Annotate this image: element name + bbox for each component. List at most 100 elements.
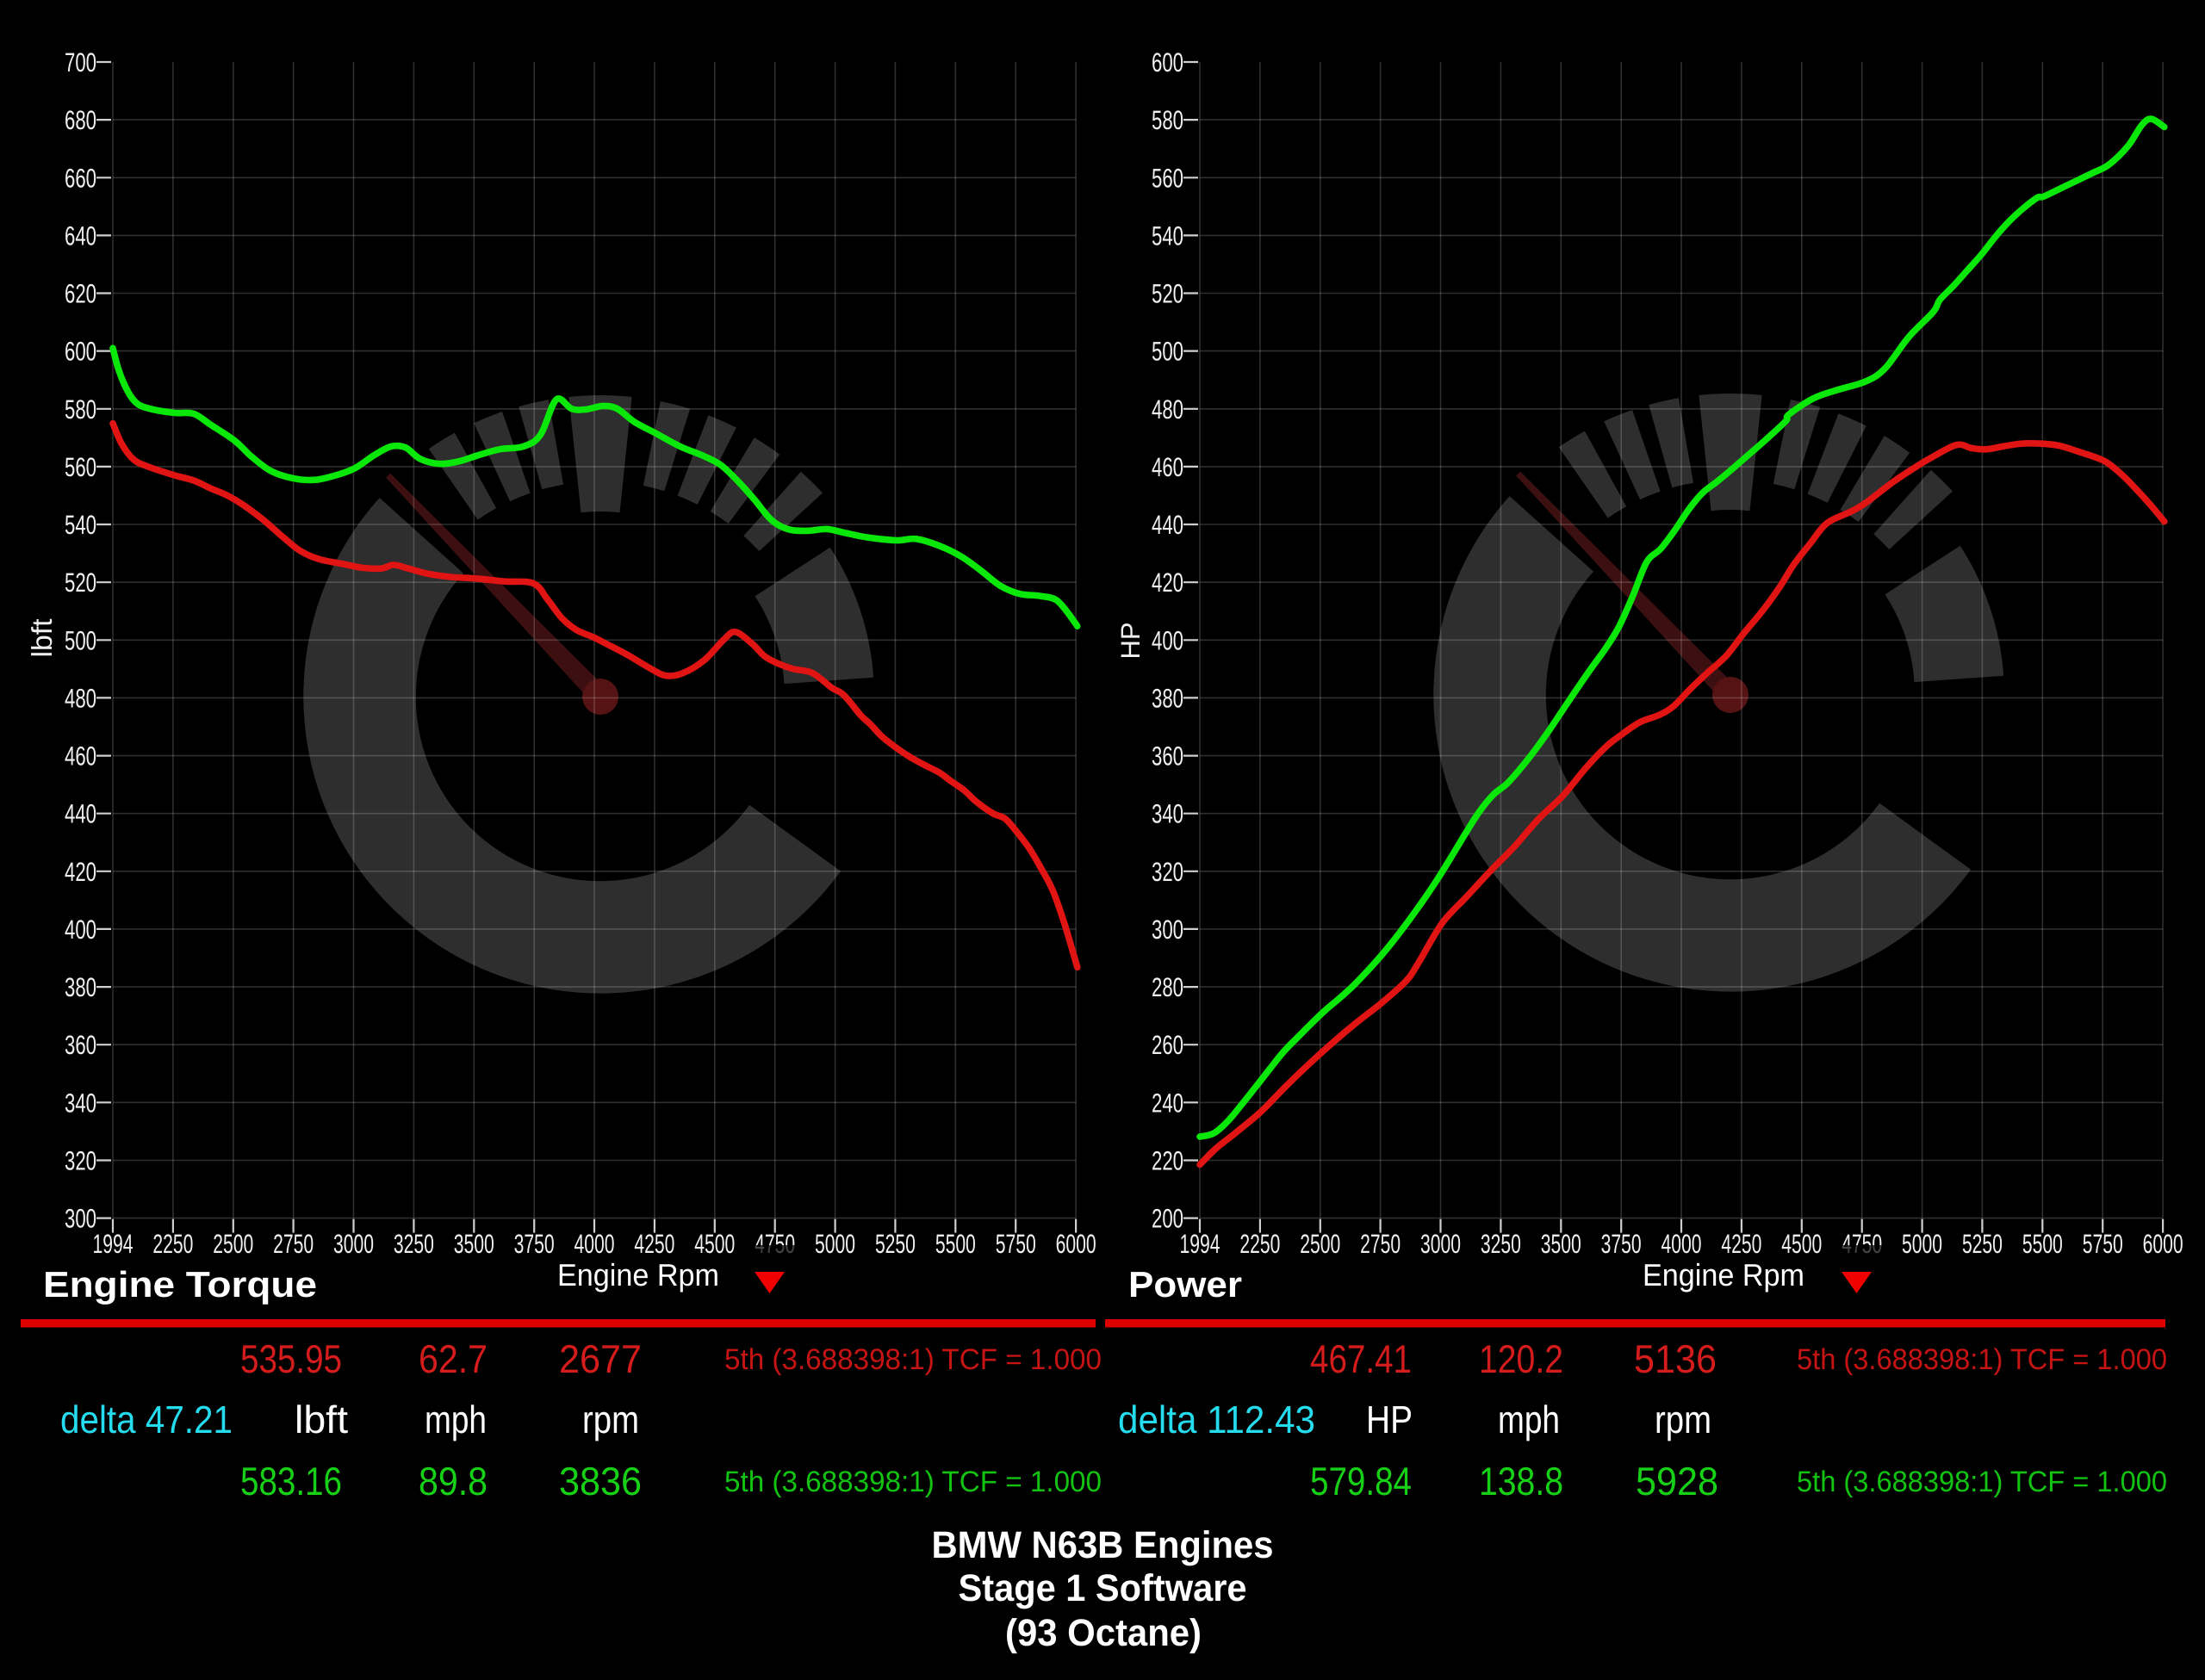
svg-text:320: 320 xyxy=(1152,857,1183,887)
svg-text:5250: 5250 xyxy=(875,1229,916,1259)
svg-text:640: 640 xyxy=(65,220,96,251)
svg-text:660: 660 xyxy=(65,163,96,193)
svg-text:560: 560 xyxy=(1152,163,1183,193)
svg-text:2500: 2500 xyxy=(213,1229,253,1259)
svg-text:rpm: rpm xyxy=(582,1398,639,1441)
svg-text:delta 47.21: delta 47.21 xyxy=(60,1398,233,1441)
svg-text:440: 440 xyxy=(65,799,96,829)
svg-text:5250: 5250 xyxy=(1962,1229,2003,1259)
svg-text:3750: 3750 xyxy=(514,1229,555,1259)
svg-text:680: 680 xyxy=(65,105,96,135)
svg-text:240: 240 xyxy=(1152,1088,1183,1118)
svg-text:200: 200 xyxy=(1152,1204,1183,1234)
svg-text:Power: Power xyxy=(1128,1264,1242,1305)
svg-text:580: 580 xyxy=(65,394,96,425)
svg-text:2750: 2750 xyxy=(273,1229,314,1259)
svg-text:280: 280 xyxy=(1152,972,1183,1002)
svg-text:2500: 2500 xyxy=(1300,1229,1340,1259)
svg-text:3500: 3500 xyxy=(1541,1229,1581,1259)
svg-text:89.8: 89.8 xyxy=(419,1459,488,1503)
svg-text:583.16: 583.16 xyxy=(240,1459,342,1503)
svg-text:(93 Octane): (93 Octane) xyxy=(1005,1612,1202,1654)
svg-text:5500: 5500 xyxy=(2022,1229,2063,1259)
svg-text:400: 400 xyxy=(65,914,96,945)
svg-text:520: 520 xyxy=(1152,279,1183,309)
svg-text:600: 600 xyxy=(1152,47,1183,77)
svg-text:3250: 3250 xyxy=(394,1229,434,1259)
svg-text:HP: HP xyxy=(1115,623,1146,660)
svg-text:540: 540 xyxy=(65,510,96,540)
svg-text:Engine Rpm: Engine Rpm xyxy=(1643,1257,1804,1293)
svg-text:3836: 3836 xyxy=(559,1459,642,1503)
svg-text:460: 460 xyxy=(65,741,96,772)
svg-text:4000: 4000 xyxy=(1662,1229,1702,1259)
svg-text:340: 340 xyxy=(1152,799,1183,829)
svg-text:3000: 3000 xyxy=(333,1229,374,1259)
svg-text:467.41: 467.41 xyxy=(1310,1336,1412,1381)
svg-text:lbft: lbft xyxy=(295,1398,349,1441)
svg-text:3750: 3750 xyxy=(1601,1229,1642,1259)
svg-text:700: 700 xyxy=(65,47,96,77)
svg-text:5th (3.688398:1) TCF = 1.000: 5th (3.688398:1) TCF = 1.000 xyxy=(724,1466,1102,1498)
svg-text:BMW N63B Engines: BMW N63B Engines xyxy=(932,1524,1274,1566)
svg-text:mph: mph xyxy=(1498,1398,1560,1441)
svg-text:520: 520 xyxy=(65,567,96,598)
svg-text:440: 440 xyxy=(1152,510,1183,540)
svg-text:Engine Torque: Engine Torque xyxy=(43,1264,317,1305)
svg-text:6000: 6000 xyxy=(2143,1229,2183,1259)
svg-text:579.84: 579.84 xyxy=(1310,1459,1412,1503)
svg-text:120.2: 120.2 xyxy=(1479,1336,1563,1381)
svg-text:580: 580 xyxy=(1152,105,1183,135)
svg-text:400: 400 xyxy=(1152,625,1183,655)
svg-text:1994: 1994 xyxy=(93,1229,134,1259)
svg-text:5750: 5750 xyxy=(2083,1229,2123,1259)
svg-text:Engine Rpm: Engine Rpm xyxy=(557,1257,719,1293)
svg-text:360: 360 xyxy=(1152,741,1183,772)
svg-text:138.8: 138.8 xyxy=(1479,1459,1563,1503)
svg-text:5th (3.688398:1) TCF = 1.000: 5th (3.688398:1) TCF = 1.000 xyxy=(724,1343,1102,1376)
svg-text:mph: mph xyxy=(425,1398,487,1441)
svg-text:2250: 2250 xyxy=(152,1229,193,1259)
svg-text:5000: 5000 xyxy=(815,1229,855,1259)
svg-text:3500: 3500 xyxy=(454,1229,494,1259)
svg-text:300: 300 xyxy=(1152,914,1183,945)
svg-text:62.7: 62.7 xyxy=(419,1336,488,1381)
svg-text:300: 300 xyxy=(65,1204,96,1234)
svg-text:HP: HP xyxy=(1366,1398,1413,1441)
svg-text:420: 420 xyxy=(1152,567,1183,598)
svg-text:5000: 5000 xyxy=(1902,1229,1942,1259)
svg-text:260: 260 xyxy=(1152,1030,1183,1060)
svg-text:460: 460 xyxy=(1152,452,1183,482)
svg-text:320: 320 xyxy=(65,1145,96,1175)
svg-text:4500: 4500 xyxy=(1781,1229,1822,1259)
svg-text:220: 220 xyxy=(1152,1145,1183,1175)
svg-text:delta 112.43: delta 112.43 xyxy=(1118,1398,1315,1441)
svg-text:rpm: rpm xyxy=(1655,1398,1711,1441)
svg-text:5136: 5136 xyxy=(1634,1336,1717,1381)
svg-text:2750: 2750 xyxy=(1360,1229,1401,1259)
svg-text:340: 340 xyxy=(65,1088,96,1118)
svg-text:535.95: 535.95 xyxy=(240,1336,342,1381)
svg-text:Stage 1 Software: Stage 1 Software xyxy=(959,1567,1247,1609)
svg-text:500: 500 xyxy=(1152,337,1183,367)
svg-text:380: 380 xyxy=(1152,683,1183,713)
svg-text:380: 380 xyxy=(65,972,96,1002)
svg-text:3000: 3000 xyxy=(1420,1229,1461,1259)
svg-text:3250: 3250 xyxy=(1481,1229,1521,1259)
svg-text:5th (3.688398:1) TCF = 1.000: 5th (3.688398:1) TCF = 1.000 xyxy=(1797,1343,2167,1376)
svg-text:5928: 5928 xyxy=(1636,1459,1718,1503)
svg-text:4000: 4000 xyxy=(575,1229,615,1259)
svg-text:4250: 4250 xyxy=(634,1229,674,1259)
svg-text:5500: 5500 xyxy=(935,1229,976,1259)
svg-text:lbft: lbft xyxy=(26,619,58,658)
svg-text:560: 560 xyxy=(65,452,96,482)
svg-text:1994: 1994 xyxy=(1180,1229,1221,1259)
svg-text:360: 360 xyxy=(65,1030,96,1060)
svg-text:600: 600 xyxy=(65,337,96,367)
svg-text:4500: 4500 xyxy=(694,1229,735,1259)
svg-text:500: 500 xyxy=(65,625,96,655)
svg-text:5th (3.688398:1) TCF = 1.000: 5th (3.688398:1) TCF = 1.000 xyxy=(1797,1466,2167,1498)
svg-text:4250: 4250 xyxy=(1721,1229,1761,1259)
svg-text:480: 480 xyxy=(65,683,96,713)
svg-text:5750: 5750 xyxy=(996,1229,1036,1259)
